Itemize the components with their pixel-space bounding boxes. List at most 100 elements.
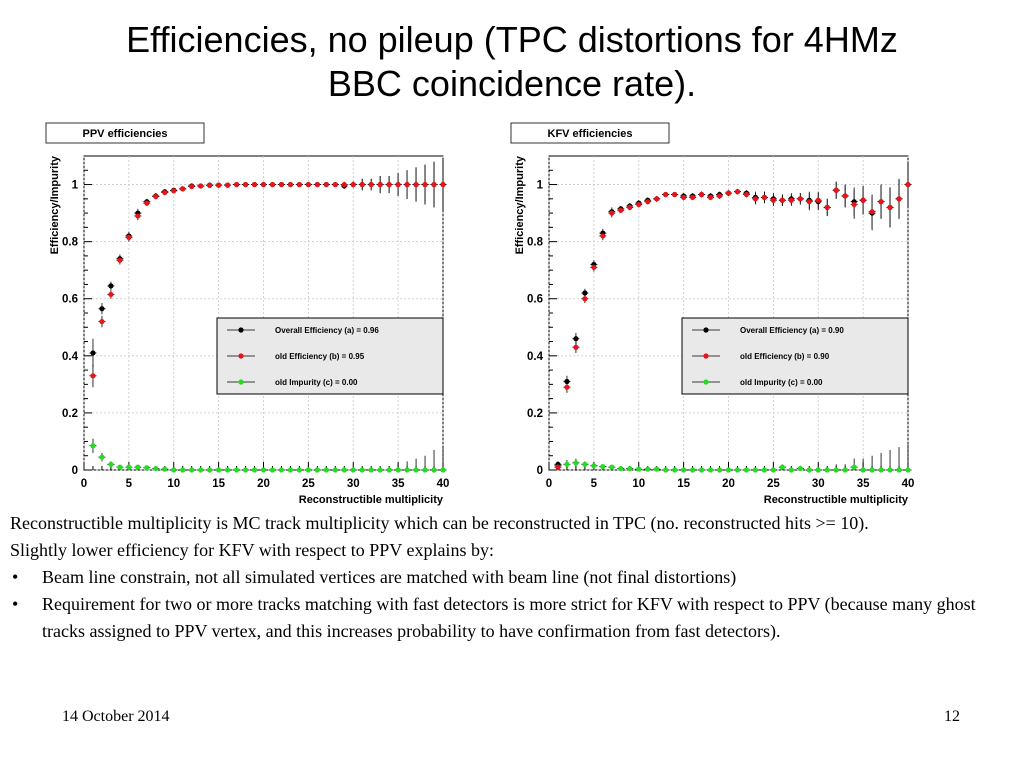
- data-point: [600, 463, 606, 470]
- data-point: [564, 384, 570, 390]
- data-point: [162, 466, 168, 472]
- data-point: [207, 467, 213, 473]
- data-point: [761, 467, 767, 473]
- data-point: [681, 194, 687, 200]
- data-point: [609, 210, 615, 216]
- x-tick-label: 25: [302, 478, 315, 490]
- y-tick-label: 0.2: [62, 408, 78, 420]
- data-point: [618, 207, 624, 213]
- y-tick-label: 0: [537, 465, 543, 477]
- data-point: [359, 467, 365, 473]
- series-1: [89, 158, 447, 388]
- data-point: [663, 467, 669, 473]
- data-point: [842, 193, 848, 199]
- data-point: [99, 318, 105, 325]
- data-point: [440, 467, 446, 473]
- legend-marker: [238, 379, 244, 385]
- data-point: [144, 200, 150, 206]
- x-tick-label: 30: [812, 478, 825, 490]
- legend-label: old Efficiency (b) = 0.95: [275, 352, 365, 361]
- data-point: [591, 264, 597, 270]
- slide-title: Efficiencies, no pileup (TPC distortions…: [40, 18, 984, 106]
- data-point: [171, 467, 177, 473]
- data-point: [404, 181, 410, 188]
- page-number: 12: [944, 708, 960, 725]
- data-point: [788, 467, 794, 473]
- y-tick-label: 0.8: [527, 237, 544, 249]
- data-point: [341, 181, 347, 188]
- data-point: [896, 467, 902, 473]
- data-point: [770, 467, 776, 473]
- data-point: [269, 181, 276, 188]
- y-tick-label: 1: [72, 180, 79, 192]
- data-point: [296, 181, 302, 188]
- data-point: [761, 194, 767, 200]
- data-point: [887, 467, 893, 473]
- data-point: [422, 181, 428, 188]
- data-point: [305, 181, 311, 188]
- slide-body: Reconstructible multiplicity is MC track…: [10, 510, 1010, 645]
- data-point: [627, 465, 633, 472]
- data-point: [90, 350, 96, 356]
- bullet-item: • Beam line constrain, not all simulated…: [10, 564, 1010, 591]
- data-point: [833, 467, 839, 473]
- data-point: [242, 181, 249, 188]
- data-point: [126, 234, 132, 240]
- y-axis-title: Efficiency/Impurity: [514, 155, 526, 254]
- data-point: [824, 467, 830, 473]
- data-point: [752, 196, 759, 202]
- data-point: [743, 191, 750, 198]
- data-point: [779, 464, 785, 470]
- data-point: [117, 464, 123, 470]
- x-tick-label: 0: [81, 478, 87, 490]
- data-point: [770, 197, 776, 203]
- data-point: [260, 467, 267, 473]
- legend-label: old Efficiency (b) = 0.90: [740, 352, 830, 361]
- x-tick-label: 20: [722, 478, 735, 490]
- data-point: [905, 181, 911, 188]
- data-point: [189, 183, 195, 190]
- data-point: [440, 181, 446, 188]
- data-point: [90, 443, 96, 449]
- bullet-item: • Requirement for two or more tracks mat…: [10, 591, 1010, 645]
- data-point: [90, 373, 96, 379]
- series-1: [554, 161, 912, 470]
- data-point: [663, 191, 669, 198]
- data-point: [905, 467, 911, 473]
- x-axis-title: Reconstructible multiplicity: [299, 494, 444, 506]
- legend-marker: [238, 327, 244, 333]
- series-2: [554, 444, 912, 473]
- data-point: [278, 181, 285, 188]
- data-point: [716, 193, 723, 199]
- data-point: [287, 467, 294, 473]
- data-point: [698, 191, 705, 198]
- data-point: [332, 467, 338, 473]
- data-point: [824, 204, 830, 210]
- data-point: [251, 181, 258, 188]
- x-tick-label: 5: [126, 478, 133, 490]
- data-point: [690, 467, 696, 473]
- legend-marker: [238, 353, 244, 359]
- x-tick-label: 40: [437, 478, 450, 490]
- data-point: [350, 467, 356, 473]
- data-point: [180, 186, 186, 192]
- data-point: [162, 189, 168, 196]
- data-point: [108, 461, 114, 467]
- chart-title-box: [510, 122, 670, 144]
- x-tick-label: 15: [212, 478, 225, 490]
- data-point: [582, 296, 588, 302]
- data-point: [117, 257, 123, 263]
- data-point: [707, 467, 714, 473]
- data-point: [251, 467, 258, 473]
- body-paragraph-2: Slightly lower efficiency for KFV with r…: [10, 540, 494, 560]
- data-point: [278, 467, 285, 473]
- data-point: [779, 197, 785, 203]
- data-point: [716, 467, 723, 473]
- data-point: [225, 467, 231, 473]
- data-point: [368, 467, 374, 473]
- x-tick-label: 30: [347, 478, 360, 490]
- series-2: [89, 438, 447, 473]
- data-point: [332, 181, 338, 188]
- data-point: [413, 181, 419, 188]
- data-point: [198, 183, 204, 189]
